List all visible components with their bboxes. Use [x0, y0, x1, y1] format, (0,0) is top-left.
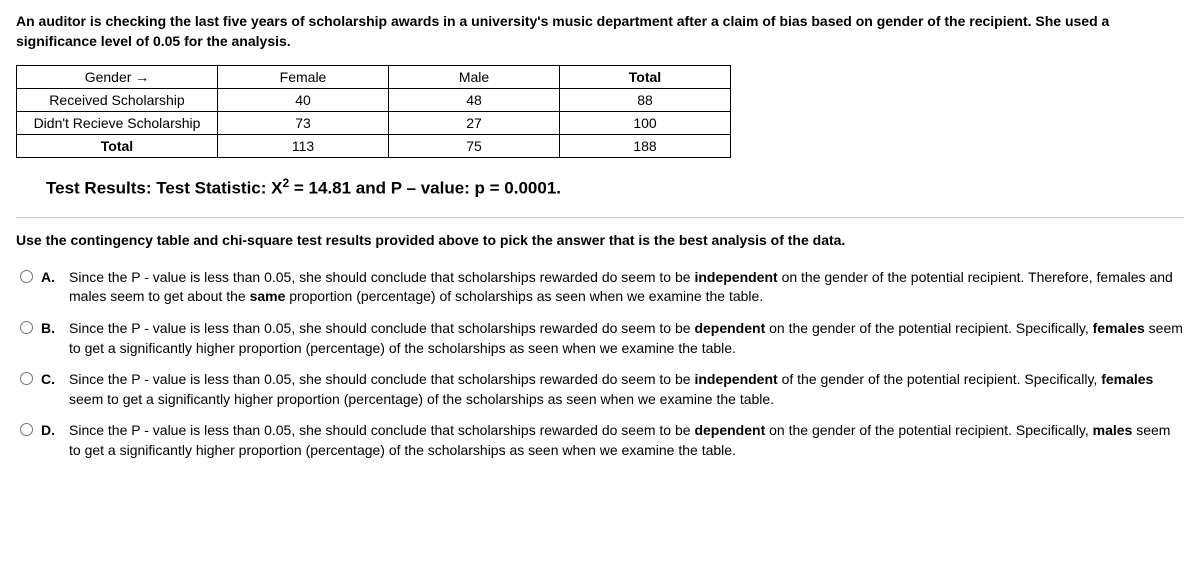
- radio-a[interactable]: [20, 270, 33, 283]
- table-cell: 73: [218, 112, 389, 135]
- table-cell: 188: [560, 135, 731, 158]
- separator: [16, 217, 1184, 218]
- choice-c[interactable]: C. Since the P - value is less than 0.05…: [16, 370, 1184, 409]
- table-cell: 113: [218, 135, 389, 158]
- choice-text: Since the P - value is less than 0.05, s…: [69, 268, 1184, 307]
- contingency-table: Gender → Female Male Total Received Scho…: [16, 65, 731, 158]
- table-cell: 27: [389, 112, 560, 135]
- choice-letter: A.: [41, 268, 59, 288]
- radio-c[interactable]: [20, 372, 33, 385]
- choice-letter: C.: [41, 370, 59, 390]
- choices-group: A. Since the P - value is less than 0.05…: [16, 268, 1184, 461]
- instruction: Use the contingency table and chi-square…: [16, 232, 1184, 248]
- choice-text: Since the P - value is less than 0.05, s…: [69, 370, 1184, 409]
- table-cell: 100: [560, 112, 731, 135]
- table-header-cell: Male: [389, 66, 560, 89]
- choice-d[interactable]: D. Since the P - value is less than 0.05…: [16, 421, 1184, 460]
- table-header-row: Gender → Female Male Total: [17, 66, 731, 89]
- radio-d[interactable]: [20, 423, 33, 436]
- choice-text: Since the P - value is less than 0.05, s…: [69, 421, 1184, 460]
- table-cell: Received Scholarship: [17, 89, 218, 112]
- test-results: Test Results: Test Statistic: X2 = 14.81…: [46, 176, 1184, 199]
- choice-letter: B.: [41, 319, 59, 339]
- table-cell: Didn't Recieve Scholarship: [17, 112, 218, 135]
- choice-b[interactable]: B. Since the P - value is less than 0.05…: [16, 319, 1184, 358]
- table-cell: 88: [560, 89, 731, 112]
- choice-text: Since the P - value is less than 0.05, s…: [69, 319, 1184, 358]
- choice-letter: D.: [41, 421, 59, 441]
- table-row: Total 113 75 188: [17, 135, 731, 158]
- table-cell: 40: [218, 89, 389, 112]
- radio-b[interactable]: [20, 321, 33, 334]
- table-cell: Total: [17, 135, 218, 158]
- table-header-cell: Gender →: [17, 66, 218, 89]
- table-row: Received Scholarship 40 48 88: [17, 89, 731, 112]
- table-header-cell: Female: [218, 66, 389, 89]
- table-cell: 48: [389, 89, 560, 112]
- question-stem: An auditor is checking the last five yea…: [16, 12, 1184, 51]
- choice-a[interactable]: A. Since the P - value is less than 0.05…: [16, 268, 1184, 307]
- test-results-prefix: Test Results: Test Statistic: X: [46, 179, 282, 198]
- table-header-cell: Total: [560, 66, 731, 89]
- table-cell: 75: [389, 135, 560, 158]
- test-results-rest: = 14.81 and P – value: p = 0.0001.: [289, 179, 561, 198]
- table-row: Didn't Recieve Scholarship 73 27 100: [17, 112, 731, 135]
